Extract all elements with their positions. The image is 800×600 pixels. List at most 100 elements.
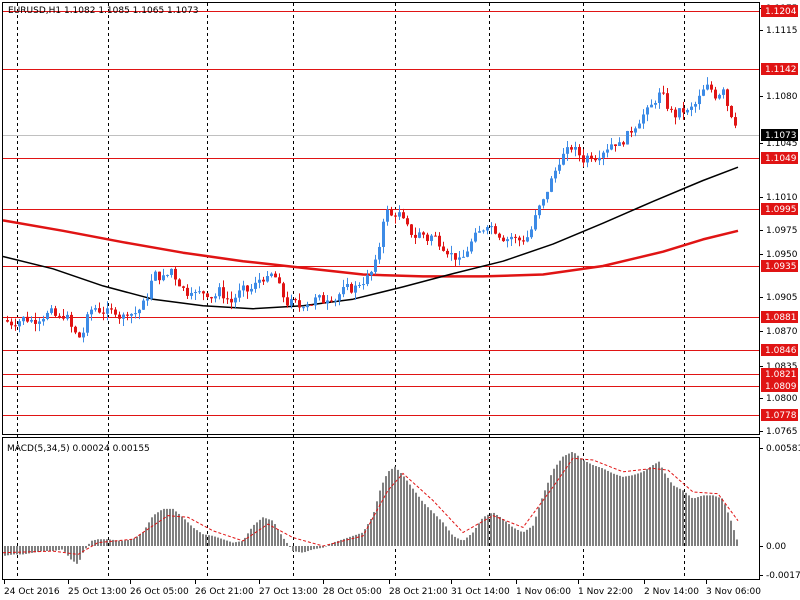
- macd-bar: [250, 528, 252, 546]
- candle: [242, 280, 245, 297]
- candle: [574, 141, 577, 157]
- candle-body: [546, 191, 549, 200]
- candle-body: [174, 268, 177, 280]
- macd-bar: [403, 476, 405, 546]
- candle-body: [106, 308, 109, 314]
- macd-pane-border: [2, 437, 760, 580]
- candle: [418, 228, 421, 239]
- macd-bar: [661, 467, 663, 546]
- candle-body: [634, 128, 637, 133]
- macd-bar: [487, 514, 489, 546]
- macd-bar: [157, 512, 159, 546]
- candle-body: [142, 300, 145, 310]
- macd-bar: [241, 541, 243, 546]
- macd-bar: [541, 498, 543, 546]
- candle-body: [702, 89, 705, 96]
- candle-body: [198, 291, 201, 293]
- candle-body: [442, 246, 445, 251]
- candle: [546, 191, 549, 203]
- candle-body: [46, 312, 49, 319]
- candle: [46, 310, 49, 321]
- macd-bar: [349, 536, 351, 546]
- macd-bar: [610, 472, 612, 546]
- candle-body: [566, 147, 569, 154]
- candle: [226, 291, 229, 305]
- candle: [678, 108, 681, 120]
- candle: [566, 141, 569, 161]
- candle-body: [326, 300, 329, 304]
- macd-bar: [220, 538, 222, 546]
- macd-bar: [664, 473, 666, 546]
- macd-bar: [169, 508, 171, 546]
- candle-body: [646, 107, 649, 115]
- candle-body: [562, 153, 565, 165]
- candle-body: [242, 285, 245, 291]
- candle-body: [710, 84, 713, 90]
- macd-bar: [712, 495, 714, 546]
- candle: [150, 274, 153, 301]
- level-price-label: 1.0935: [765, 262, 797, 272]
- macd-bar: [556, 464, 558, 546]
- macd-bar: [622, 476, 624, 546]
- candle-body: [42, 318, 45, 322]
- candle: [698, 89, 701, 110]
- candle: [58, 313, 61, 319]
- candle-body: [22, 316, 25, 322]
- macd-bar: [676, 487, 678, 546]
- candle: [686, 108, 689, 116]
- level-price-box: [761, 409, 798, 421]
- macd-bar: [280, 534, 282, 546]
- macd-bar: [445, 526, 447, 546]
- candle-body: [138, 309, 141, 314]
- candle: [422, 231, 425, 239]
- candle-body: [478, 231, 481, 233]
- macd-bar: [544, 490, 546, 546]
- candle: [594, 155, 597, 163]
- candle: [102, 306, 105, 321]
- candle-body: [126, 314, 129, 316]
- candle-body: [354, 285, 357, 293]
- candle-body: [146, 298, 149, 301]
- candle-body: [482, 230, 485, 232]
- macd-bar: [427, 507, 429, 546]
- macd-bar: [532, 525, 534, 546]
- level-price-box: [761, 5, 798, 17]
- candle: [498, 232, 501, 241]
- current-price-label: 1.1073: [765, 131, 797, 141]
- candle-body: [558, 164, 561, 171]
- macd-bar: [316, 545, 318, 549]
- macd-bar: [379, 490, 381, 546]
- macd-bar: [28, 545, 30, 554]
- candle-body: [434, 235, 437, 237]
- candle: [550, 175, 553, 193]
- candle: [526, 230, 529, 243]
- candle: [454, 253, 457, 267]
- candle: [346, 277, 349, 291]
- candle: [194, 289, 197, 301]
- macd-bar: [307, 545, 309, 552]
- candle-body: [422, 232, 425, 235]
- candle: [506, 236, 509, 248]
- candle-body: [14, 325, 17, 327]
- candle: [390, 206, 393, 217]
- candle-body: [310, 304, 313, 306]
- candle-body: [94, 308, 97, 310]
- macd-bar: [424, 504, 426, 546]
- candle-body: [730, 105, 733, 118]
- candle-body: [382, 221, 385, 247]
- candle: [706, 77, 709, 91]
- macd-bar: [517, 529, 519, 546]
- candle-body: [662, 92, 665, 94]
- candle-body: [274, 273, 277, 278]
- candle: [250, 283, 253, 295]
- macd-bar: [703, 495, 705, 546]
- macd-bar: [448, 530, 450, 546]
- macd-bar: [109, 539, 111, 546]
- macd-bar: [412, 488, 414, 546]
- macd-bar: [604, 469, 606, 546]
- macd-bar: [184, 519, 186, 546]
- candle: [38, 318, 41, 332]
- macd-bar: [592, 465, 594, 546]
- macd-bar: [475, 527, 477, 546]
